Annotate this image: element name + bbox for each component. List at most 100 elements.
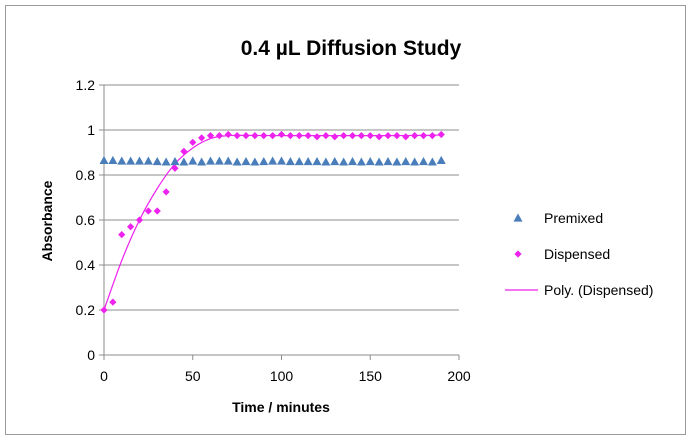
legend-item-premixed: Premixed [513,210,603,226]
dispensed-point [428,132,436,140]
premixed-point [135,156,144,165]
legend-label-premixed: Premixed [544,210,603,226]
premixed-point [383,157,393,166]
y-tick-label: 0.8 [76,167,96,183]
premixed-point [419,157,428,166]
y-tick-label: 0.2 [76,302,96,318]
dispensed-point [340,132,348,140]
premixed-point [197,157,207,166]
legend-label-poly-dispensed: Poly. (Dispensed) [544,282,653,298]
dispensed-point [322,132,330,140]
dispensed-point [215,132,223,140]
premixed-point [339,157,349,166]
premixed-series [99,155,446,166]
y-tick-labels: 0 0.2 0.4 0.6 0.8 1 1.2 [76,77,96,363]
dispensed-point [144,207,152,215]
dispensed-point [224,130,232,139]
dispensed-point [242,132,250,140]
premixed-point [303,157,313,166]
dispensed-point [269,132,277,140]
premixed-point [126,156,136,165]
gridlines [104,84,459,311]
x-tick-label: 0 [100,368,108,384]
legend: Premixed Dispensed Poly. (Dispensed) [505,210,653,298]
premixed-point [268,156,278,165]
y-tick-label: 0 [87,347,95,363]
premixed-point [206,156,215,165]
premixed-point [170,157,180,166]
dispensed-point [198,134,206,142]
chart-area: 0.4 µL Diffusion Study 0 0.2 0.4 0.6 0.8 1 1.2… [5,5,686,435]
x-axis-title: Time / minutes [232,399,330,415]
dispensed-point [375,133,383,141]
dispensed-point [260,132,268,140]
dispensed-point [100,306,108,314]
premixed-point [294,157,304,166]
x-tick-label: 50 [185,368,201,384]
dispensed-point [180,147,188,155]
legend-label-dispensed: Dispensed [544,246,610,262]
dispensed-point [118,231,126,239]
chart-svg: 0.4 µL Diffusion Study 0 0.2 0.4 0.6 0.8 1 1.2… [39,37,653,415]
dispensed-point [109,298,117,306]
premixed-point [108,155,118,164]
y-axis-title: Absorbance [39,180,55,261]
premixed-point [161,157,171,166]
dispensed-point [171,164,179,172]
dispensed-point [313,133,321,141]
chart-title: 0.4 µL Diffusion Study [241,37,462,60]
dispensed-point [127,223,135,231]
dispensed-point [162,188,170,196]
premixed-point [436,155,446,164]
dispensed-point [348,132,357,140]
dispensed-point [286,132,294,140]
dispensed-point [357,132,365,140]
legend-triangle-icon [513,213,523,222]
premixed-point [99,155,109,164]
premixed-point [214,156,224,165]
premixed-point [152,157,162,166]
premixed-point [143,156,153,165]
premixed-point [401,157,411,166]
premixed-point [179,157,189,166]
premixed-point [356,157,366,166]
dispensed-point [331,133,339,141]
premixed-point [348,157,357,166]
y-tick-label: 1 [87,122,95,138]
dispensed-series [100,130,445,314]
x-tick-label: 200 [447,368,471,384]
premixed-point [259,157,269,166]
dispensed-point [402,133,410,141]
dispensed-point [366,132,374,140]
premixed-point [392,157,402,166]
dispensed-point [295,132,303,140]
dispensed-point [233,132,241,140]
premixed-point [277,156,286,165]
premixed-point [232,157,242,166]
legend-diamond-icon [514,250,522,258]
x-tick-labels: 0 50 100 150 200 [100,368,471,384]
premixed-point [241,157,251,166]
dispensed-point [384,132,392,140]
dispensed-point [251,132,259,140]
dispensed-point [135,216,144,224]
dispensed-point [206,132,215,140]
premixed-point [321,157,331,166]
premixed-point [250,157,260,166]
dispensed-point [277,130,286,139]
premixed-point [188,156,198,165]
dispensed-point [393,132,401,140]
legend-item-poly-dispensed: Poly. (Dispensed) [505,282,653,298]
premixed-point [285,157,295,166]
premixed-point [312,157,322,166]
x-tick-label: 100 [270,368,294,384]
dispensed-point [411,132,419,140]
y-tick-label: 0.6 [76,212,96,228]
y-tick-label: 0.4 [76,257,96,273]
premixed-point [223,156,233,165]
premixed-point [330,157,340,166]
premixed-point [427,157,437,166]
x-tick-label: 150 [359,368,383,384]
legend-item-dispensed: Dispensed [514,246,610,262]
premixed-point [365,157,375,166]
